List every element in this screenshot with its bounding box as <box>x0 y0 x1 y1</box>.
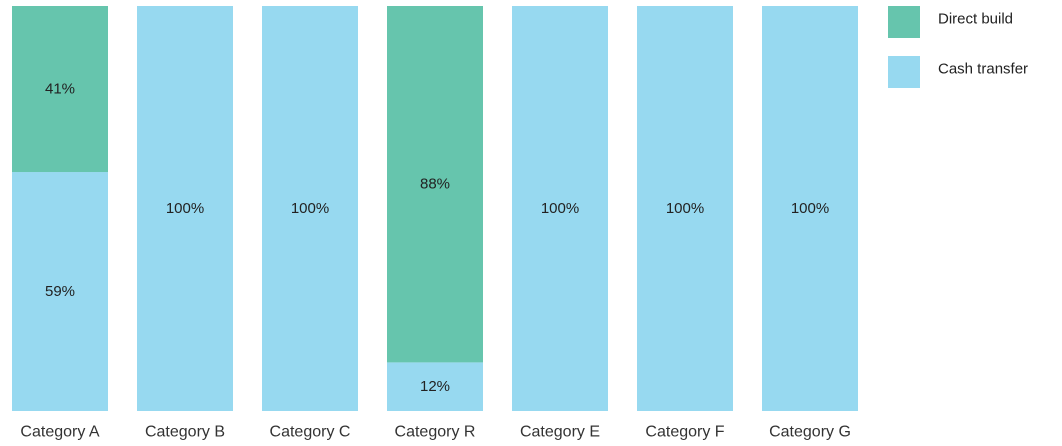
legend-label: Direct build <box>938 11 1013 28</box>
bar-segment-cash-transfer-1 <box>12 172 108 411</box>
bar-segment-direct-build-1 <box>12 6 108 173</box>
bar-labels-group: 59% 41% 100% 100% 12% 88% 100% 100% 100% <box>45 81 829 396</box>
bar-segment-cash-transfer-3 <box>262 6 358 411</box>
legend-item-direct-build: Direct build <box>888 6 1013 38</box>
x-tick-label: Category G <box>769 424 851 441</box>
x-tick-label: Category A <box>20 424 99 441</box>
bar-value-label: 100% <box>666 200 704 217</box>
legend-label: Cash transfer <box>938 61 1028 78</box>
bar-segment-cash-transfer-6 <box>637 6 733 411</box>
bar-value-label: 88% <box>420 176 450 193</box>
x-tick-label: Category B <box>145 424 225 441</box>
bar-segment-cash-transfer-2 <box>137 6 233 411</box>
bars-group <box>12 6 858 411</box>
x-axis-tick-labels: Category A Category B Category C Category R… <box>20 424 850 441</box>
x-tick-label: Category C <box>270 424 351 441</box>
bar-value-label: 100% <box>291 200 329 217</box>
bar-value-label: 100% <box>541 200 579 217</box>
legend-swatch <box>888 56 920 88</box>
bar-segment-direct-build-4 <box>387 6 483 363</box>
legend-item-cash-transfer: Cash transfer <box>888 56 1028 88</box>
bar-segment-cash-transfer-4 <box>387 362 483 411</box>
x-tick-label: Category E <box>520 424 600 441</box>
x-tick-label: Category F <box>645 424 724 441</box>
bar-value-label: 12% <box>420 378 450 395</box>
x-tick-label: Category R <box>395 424 476 441</box>
legend: Direct build Cash transfer <box>888 6 1028 88</box>
legend-swatch <box>888 6 920 38</box>
bar-value-label: 100% <box>166 200 204 217</box>
bar-value-label: 100% <box>791 200 829 217</box>
bar-segment-cash-transfer-5 <box>512 6 608 411</box>
bar-value-label: 59% <box>45 283 75 300</box>
bar-value-label: 41% <box>45 81 75 98</box>
bar-segment-cash-transfer-7 <box>762 6 858 411</box>
